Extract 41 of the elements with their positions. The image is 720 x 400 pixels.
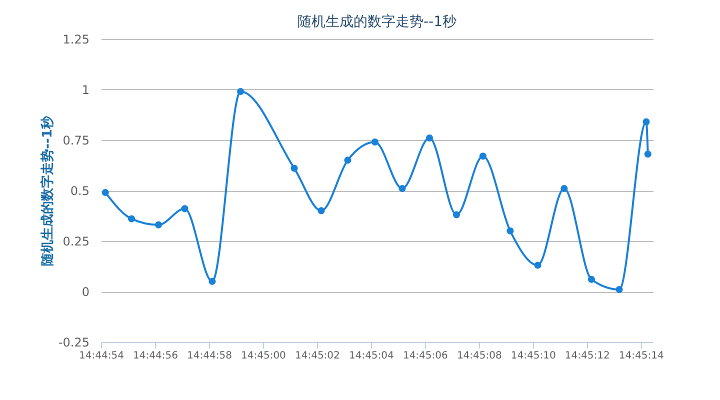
x-tick-label: 14:44:56 [133,350,178,362]
point [371,138,379,146]
point [102,188,109,196]
x-tick-label: 14:45:12 [564,350,610,362]
x-tick-label: 14:45:14 [618,350,664,362]
chart-title: 随机生成的数字走势--1秒 [297,14,457,30]
point [398,184,406,192]
point [506,227,514,234]
y-tick-label: 0.5 [70,184,90,198]
point [344,156,352,164]
point [426,134,434,142]
x-tick-label: 14:45:08 [456,350,502,362]
y-tick-label: 1.25 [62,32,90,46]
x-tick-label: 14:44:58 [187,350,232,362]
point [208,278,216,285]
point [154,221,162,228]
point [560,184,568,192]
point [534,262,542,269]
x-tick-label: 14:45:00 [240,350,286,362]
point [479,152,486,160]
y-tick-label: -0.25 [58,336,90,350]
point [128,215,136,222]
point [318,207,325,214]
y-tick-label: 0.75 [62,134,90,148]
y-tick-label: 1 [82,83,90,97]
point [644,150,652,158]
x-tick-label: 14:45:04 [348,350,394,362]
point [181,205,188,212]
x-tick-label: 14:45:02 [294,350,340,362]
point [616,286,623,294]
x-tick-label: 14:45:06 [402,350,448,362]
y-tick-label: 0.25 [62,234,90,248]
point [237,88,244,96]
point [588,276,595,283]
y-tick-label: 0 [82,285,90,299]
x-tick-label: 14:44:54 [79,350,124,362]
point [642,118,650,126]
y-axis-title: 随机生成的数字走势--1秒 [39,115,56,266]
x-tick-label: 14:45:10 [510,350,556,362]
point [452,211,460,218]
point [290,164,298,172]
